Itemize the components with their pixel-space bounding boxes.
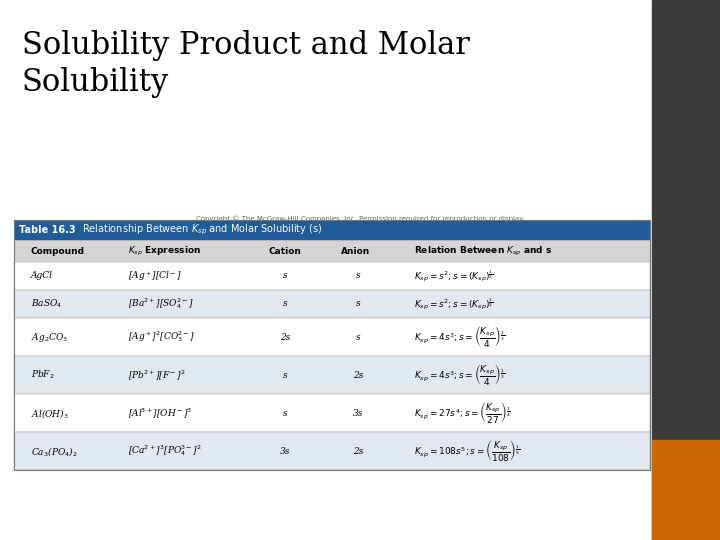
Text: $K_{sp} = 4s^3; s = \left(\dfrac{K_{sp}}{4}\right)^{\frac{1}{3}}$: $K_{sp} = 4s^3; s = \left(\dfrac{K_{sp}}… <box>415 362 505 388</box>
Text: Relation Between $K_{sp}$ and s: Relation Between $K_{sp}$ and s <box>415 245 553 258</box>
Text: 2s: 2s <box>280 333 290 341</box>
Text: 3s: 3s <box>280 447 290 456</box>
Text: 2s: 2s <box>354 370 364 380</box>
Text: Anion: Anion <box>341 246 371 255</box>
Text: PbF$_2$: PbF$_2$ <box>31 369 55 381</box>
Text: $K_{sp} = 108s^5; s = \left(\dfrac{K_{sp}}{108}\right)^{\frac{1}{5}}$: $K_{sp} = 108s^5; s = \left(\dfrac{K_{sp… <box>415 438 521 463</box>
Text: s: s <box>356 272 361 280</box>
Text: [Ag$^+$][Cl$^-$]: [Ag$^+$][Cl$^-$] <box>128 269 182 283</box>
Text: Copyright © The McGraw-Hill Companies, Inc. Permission required for reproduction: Copyright © The McGraw-Hill Companies, I… <box>196 215 524 222</box>
Text: Cation: Cation <box>269 246 301 255</box>
Text: BaSO$_4$: BaSO$_4$ <box>31 298 63 310</box>
Bar <box>14 318 650 356</box>
Text: Table 16.3: Table 16.3 <box>19 225 76 235</box>
Bar <box>14 240 650 262</box>
Text: 3s: 3s <box>354 408 364 417</box>
Text: s: s <box>283 370 287 380</box>
Text: 2s: 2s <box>354 447 364 456</box>
Text: s: s <box>283 408 287 417</box>
Text: [Al$^{3+}$][OH$^-$]$^3$: [Al$^{3+}$][OH$^-$]$^3$ <box>128 406 193 420</box>
Bar <box>14 290 650 318</box>
Text: $K_{sp} = s^2; s = (K_{sp})^{\frac{1}{2}}$: $K_{sp} = s^2; s = (K_{sp})^{\frac{1}{2}… <box>415 296 494 312</box>
Bar <box>14 432 650 470</box>
Text: $K_{sp}$ Expression: $K_{sp}$ Expression <box>128 245 202 258</box>
Text: Solubility Product and Molar
Solubility: Solubility Product and Molar Solubility <box>22 30 470 98</box>
Bar <box>14 356 650 394</box>
Text: Relationship Between $K_{sp}$ and Molar Solubility (s): Relationship Between $K_{sp}$ and Molar … <box>82 223 323 237</box>
Bar <box>14 394 650 432</box>
Text: [Ag$^+$]$^2$[CO$_3^{2-}$]: [Ag$^+$]$^2$[CO$_3^{2-}$] <box>128 329 195 345</box>
Text: $K_{sp} = s^2; s = (K_{sp})^{\frac{1}{2}}$: $K_{sp} = s^2; s = (K_{sp})^{\frac{1}{2}… <box>415 268 494 284</box>
Text: [Pb$^{2+}$][F$^-$]$^2$: [Pb$^{2+}$][F$^-$]$^2$ <box>128 368 186 382</box>
Text: Compound: Compound <box>31 246 85 255</box>
Text: Ca$_3$(PO$_4$)$_2$: Ca$_3$(PO$_4$)$_2$ <box>31 444 78 457</box>
Bar <box>14 220 650 240</box>
Text: AgCl: AgCl <box>31 272 53 280</box>
Text: Ag$_2$CO$_3$: Ag$_2$CO$_3$ <box>31 330 68 343</box>
Text: [Ba$^{2+}$][SO$_4^{2-}$]: [Ba$^{2+}$][SO$_4^{2-}$] <box>128 296 194 312</box>
Text: [Ca$^{2+}$]$^3$[PO$_4^{3-}$]$^2$: [Ca$^{2+}$]$^3$[PO$_4^{3-}$]$^2$ <box>128 443 202 458</box>
Text: Al(OH)$_3$: Al(OH)$_3$ <box>31 407 69 420</box>
Bar <box>652 440 720 540</box>
Bar <box>652 0 720 540</box>
Text: s: s <box>283 300 287 308</box>
Text: $K_{sp} = 27s^4; s = \left(\dfrac{K_{sp}}{27}\right)^{\frac{1}{4}}$: $K_{sp} = 27s^4; s = \left(\dfrac{K_{sp}… <box>415 401 511 426</box>
Text: s: s <box>356 300 361 308</box>
Text: s: s <box>356 333 361 341</box>
Text: s: s <box>283 272 287 280</box>
Text: $K_{sp} = 4s^3; s = \left(\dfrac{K_{sp}}{4}\right)^{\frac{1}{3}}$: $K_{sp} = 4s^3; s = \left(\dfrac{K_{sp}}… <box>415 325 505 349</box>
Bar <box>14 262 650 290</box>
Bar <box>14 220 650 470</box>
